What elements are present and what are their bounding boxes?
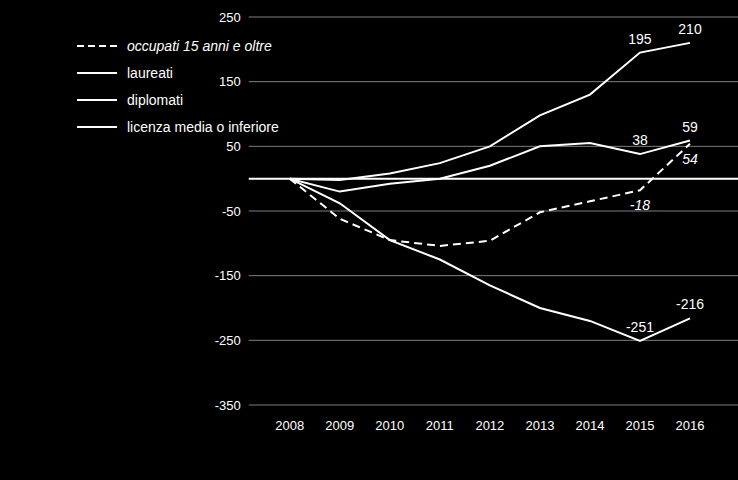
svg-text:-251: -251 <box>626 319 654 335</box>
svg-text:59: 59 <box>682 119 698 135</box>
svg-text:2012: 2012 <box>475 418 504 433</box>
html-text:occupati 15 anni e oltre: occupati 15 anni e oltre <box>127 37 272 54</box>
svg-text:-216: -216 <box>676 296 704 312</box>
html-text:licenza media o inferiore: licenza media o inferiore <box>127 118 279 135</box>
svg-text:-350: -350 <box>215 398 241 413</box>
svg-text:-150: -150 <box>215 268 241 283</box>
svg-text:250: 250 <box>219 10 241 25</box>
svg-text:38: 38 <box>632 132 648 148</box>
svg-text:2015: 2015 <box>626 418 655 433</box>
svg-text:2010: 2010 <box>375 418 404 433</box>
svg-text:-50: -50 <box>222 204 241 219</box>
html-text:diplomati: diplomati <box>127 91 183 108</box>
svg-text:2013: 2013 <box>525 418 554 433</box>
svg-text:-18: -18 <box>630 197 650 213</box>
svg-text:2009: 2009 <box>325 418 354 433</box>
svg-text:54: 54 <box>682 151 698 167</box>
svg-text:210: 210 <box>678 21 702 37</box>
svg-text:2014: 2014 <box>575 418 604 433</box>
svg-text:2016: 2016 <box>676 418 705 433</box>
svg-text:-250: -250 <box>215 333 241 348</box>
svg-text:150: 150 <box>219 74 241 89</box>
svg-text:50: 50 <box>226 139 240 154</box>
svg-text:2008: 2008 <box>275 418 304 433</box>
svg-text:195: 195 <box>628 31 652 47</box>
html-text:laureati: laureati <box>127 64 173 81</box>
svg-text:2011: 2011 <box>426 418 454 433</box>
